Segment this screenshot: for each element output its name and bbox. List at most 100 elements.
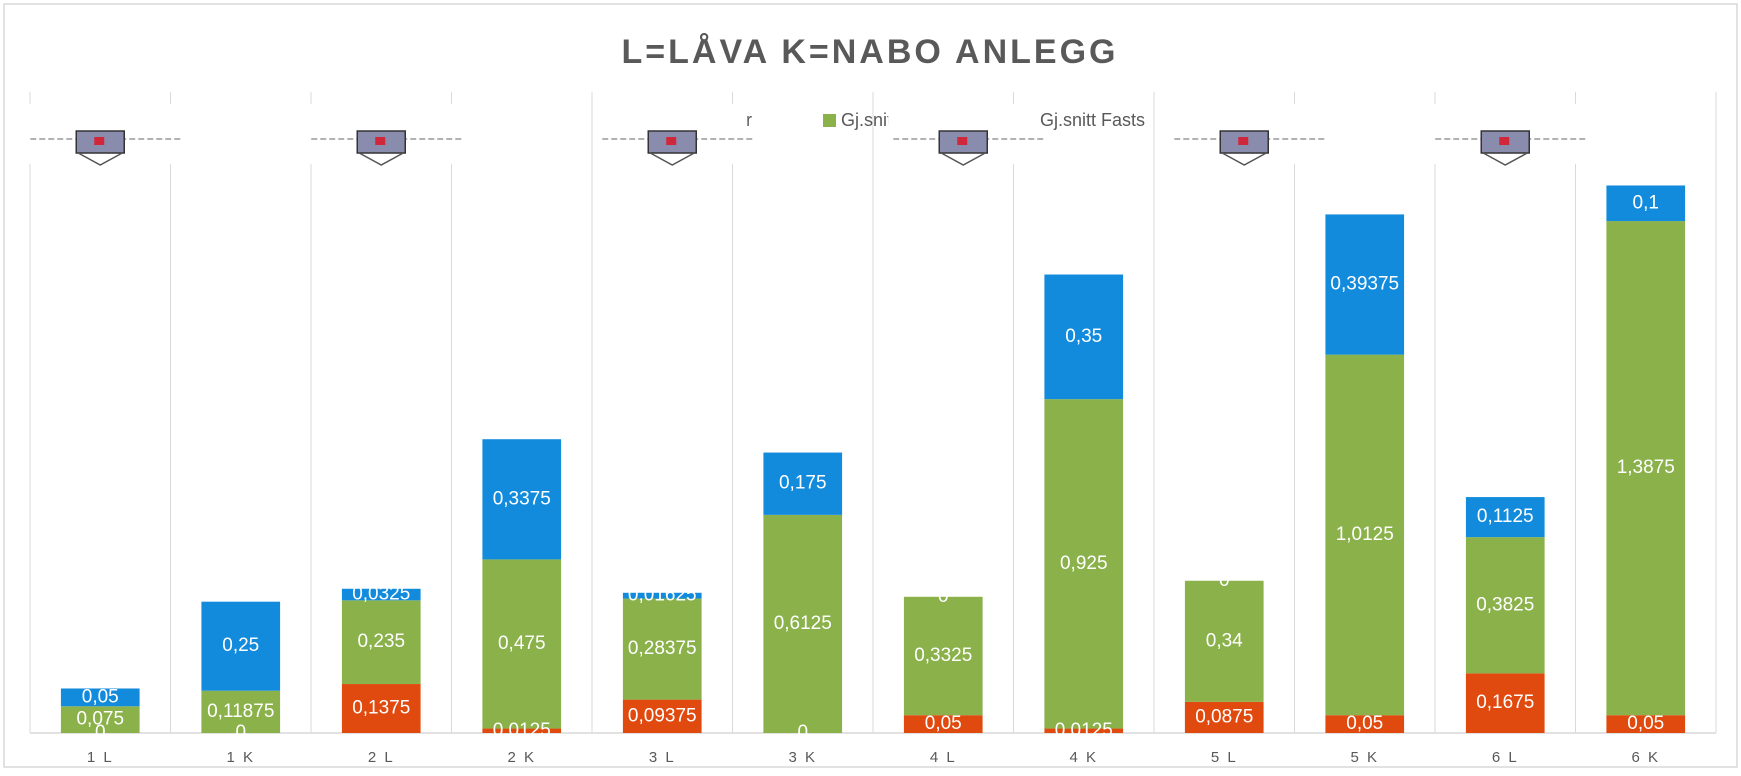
- picture-base: [358, 152, 404, 166]
- legend-label: Gj.snitt Fasts: [1040, 110, 1145, 130]
- bar-segment: [482, 439, 562, 560]
- bar-segment: [1325, 715, 1405, 733]
- data-label: 0,05: [925, 713, 962, 734]
- overlay-picture: [1430, 104, 1586, 166]
- data-label: 0,3375: [493, 488, 551, 509]
- bar-segment: [482, 559, 562, 729]
- overlay-picture: [888, 104, 1044, 166]
- data-label: 0,1: [1633, 192, 1659, 213]
- data-label: 1,0125: [1336, 524, 1394, 545]
- data-label: 0,11875: [207, 701, 274, 722]
- data-label: 0,0125: [1055, 720, 1113, 741]
- data-label: 0,09375: [628, 705, 697, 726]
- bar-segment: [201, 690, 281, 733]
- data-label: 0,475: [498, 633, 546, 654]
- data-label: 0,25: [222, 635, 259, 656]
- bar-segment: [60, 688, 140, 707]
- data-label: 0,39375: [1330, 274, 1399, 295]
- picture-detail: [94, 137, 105, 145]
- data-label: 0,05: [1627, 713, 1664, 734]
- overlay-picture: [25, 104, 181, 166]
- bar-segment: [1184, 701, 1264, 733]
- bar-segment: [1606, 221, 1686, 716]
- bar-segment: [341, 684, 421, 733]
- bar-segment: [1044, 399, 1124, 729]
- bar-segment: [341, 600, 421, 685]
- x-tick-label: 3 L: [649, 749, 676, 766]
- data-label: 0: [95, 722, 106, 743]
- bar-segment: [201, 601, 281, 691]
- x-tick-label: 2 K: [507, 749, 536, 766]
- bar-segment: [622, 598, 702, 700]
- bar-segment: [341, 588, 421, 601]
- bar-segment: [1465, 537, 1545, 674]
- data-label: 0,35: [1065, 326, 1102, 347]
- data-label: 0,01625: [628, 585, 697, 606]
- data-label: 0,28375: [628, 638, 697, 659]
- x-tick-label: 5 K: [1350, 749, 1379, 766]
- picture-base: [940, 152, 986, 166]
- overlay-picture: [306, 104, 462, 166]
- overlay-picture: [597, 104, 753, 166]
- bar-segment: [763, 452, 843, 515]
- data-label: 0,1675: [1476, 692, 1534, 713]
- data-label: 1,3875: [1617, 457, 1675, 478]
- data-label: 0,3325: [914, 645, 972, 666]
- x-tick-label: 1 L: [87, 749, 114, 766]
- data-label: 0: [797, 722, 808, 743]
- x-tick-label: 2 L: [368, 749, 395, 766]
- bar-segment: [1044, 728, 1124, 733]
- data-label: 0,6125: [774, 613, 832, 634]
- legend-swatch: [823, 114, 836, 127]
- data-label: 0,1375: [352, 698, 410, 719]
- data-label: 0,0325: [352, 584, 410, 605]
- x-tick-label: 5 L: [1211, 749, 1238, 766]
- data-label: 0,175: [779, 473, 827, 494]
- picture-detail: [375, 137, 386, 145]
- bar-segment: [622, 592, 702, 599]
- picture-base: [77, 152, 123, 166]
- data-label: 0,3825: [1476, 594, 1534, 615]
- picture-detail: [957, 137, 968, 145]
- x-tick-label: 6 K: [1631, 749, 1660, 766]
- picture-detail: [666, 137, 677, 145]
- data-label: 0,34: [1206, 630, 1243, 651]
- data-label: 0,925: [1060, 553, 1108, 574]
- bar-segment: [1044, 274, 1124, 400]
- bar-segment: [1325, 354, 1405, 716]
- bar-segment: [1606, 185, 1686, 222]
- data-label: 0,0875: [1195, 706, 1253, 727]
- bar-segment: [1325, 214, 1405, 355]
- x-tick-label: 1 K: [226, 749, 255, 766]
- x-tick-label: 4 L: [930, 749, 957, 766]
- overlay-picture: [1169, 104, 1325, 166]
- chart-title: L=LÅVA K=NABO ANLEGG: [622, 33, 1119, 71]
- bar-segment: [1606, 715, 1686, 733]
- bar-segment: [903, 596, 983, 716]
- picture-base: [1221, 152, 1267, 166]
- data-label: 0,075: [76, 709, 124, 730]
- picture-base: [1482, 152, 1528, 166]
- data-label: 0,0125: [493, 720, 551, 741]
- bar-segment: [1465, 673, 1545, 733]
- data-label: 0: [235, 722, 246, 743]
- picture-base: [649, 152, 695, 166]
- data-label: 0: [938, 586, 949, 607]
- bar-segment: [622, 699, 702, 733]
- x-tick-label: 3 K: [788, 749, 817, 766]
- x-tick-label: 4 K: [1069, 749, 1098, 766]
- bar-segment: [60, 706, 140, 733]
- x-tick-label: 6 L: [1492, 749, 1519, 766]
- picture-detail: [1238, 137, 1249, 145]
- legend-label: Gj.snitt: [841, 110, 897, 130]
- bar-segment: [763, 514, 843, 733]
- bar-segment: [1184, 580, 1264, 702]
- data-label: 0,05: [1346, 713, 1383, 734]
- data-label: 0,235: [357, 631, 405, 652]
- picture-detail: [1499, 137, 1510, 145]
- bar-segment: [482, 728, 562, 733]
- data-label: 0,05: [82, 686, 119, 707]
- data-label: 0: [1219, 570, 1230, 591]
- bar-segment: [1465, 497, 1545, 538]
